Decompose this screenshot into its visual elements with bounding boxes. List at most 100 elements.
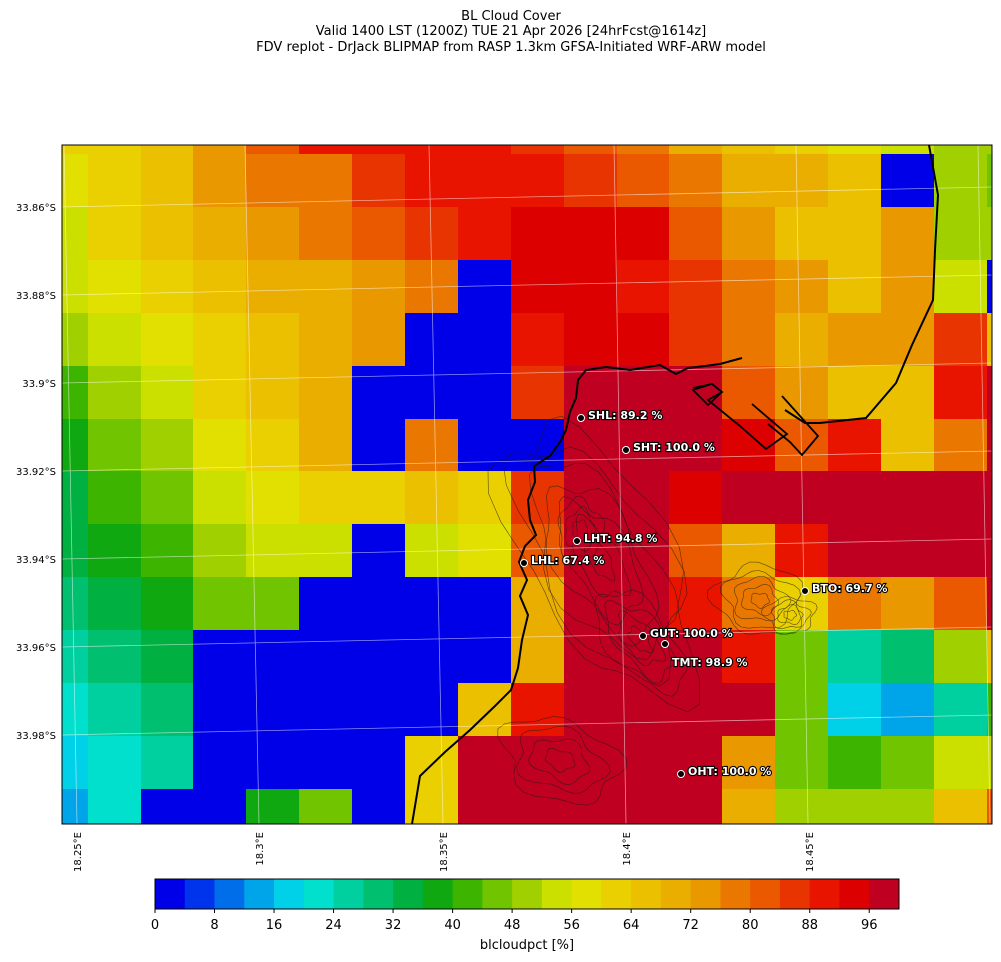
meridian-line [244, 145, 260, 824]
grid-cell [299, 577, 353, 631]
grid-cell [299, 736, 353, 790]
contour-line [750, 592, 770, 609]
grid-cell [141, 471, 194, 525]
grid-cell [934, 577, 988, 631]
grid-cell [246, 419, 300, 472]
colorbar-swatch [214, 879, 245, 909]
grid-cell [722, 471, 776, 525]
grid-cell [88, 366, 142, 420]
grid-cell [511, 207, 565, 261]
colorbar-tick-label: 56 [563, 918, 580, 933]
station-label: LHL: 67.4 % [531, 554, 604, 567]
grid-cell [564, 366, 618, 420]
grid-cell [193, 260, 247, 314]
grid-cell [987, 260, 992, 314]
grid-cell [987, 366, 992, 420]
colorbar-swatch [303, 879, 334, 909]
grid-cell [511, 471, 565, 525]
grid-cell [299, 145, 353, 155]
grid-cell [881, 736, 935, 790]
grid-cell [828, 207, 882, 261]
grid-cell [881, 260, 935, 314]
colorbar-tick-label: 40 [444, 918, 461, 933]
grid-cell [828, 260, 882, 314]
meridian-line [63, 145, 78, 824]
grid-cell [405, 736, 459, 790]
station-dot [622, 446, 630, 454]
grid-cell [352, 524, 406, 578]
grid-cell [352, 154, 406, 208]
colorbar-tick-label: 64 [623, 918, 640, 933]
coastline [411, 145, 940, 824]
grid-cell [405, 471, 459, 525]
grid-cell [352, 736, 406, 790]
grid-cell [617, 683, 670, 737]
grid-cell [88, 145, 142, 155]
grid-cell [669, 313, 723, 367]
grid-cell [511, 524, 565, 578]
grid-cell [511, 736, 565, 790]
grid-cell [564, 145, 618, 155]
grid-cell [88, 736, 142, 790]
station-dot [577, 414, 585, 422]
station-markers: SHL: 89.2 % SHT: 100.0 % LHT: 94.8 % LHL: 6… [520, 408, 889, 779]
grid-cell [881, 313, 935, 367]
y-axis: 33.86°S 33.88°S 33.9°S 33.92°S 33.94°S 33.96°… [16, 203, 56, 742]
grid-cell [564, 154, 618, 208]
grid-cell [881, 207, 935, 261]
station-label: OHT: 100.0 % [688, 765, 771, 778]
colorbar: 0 8 16 24 32 40 48 56 64 72 80 88 96 [151, 878, 900, 933]
colorbar-swatch [452, 879, 483, 909]
grid-cell [722, 683, 776, 737]
grid-cell [669, 683, 723, 737]
contour-line [565, 506, 596, 552]
grid-cell [722, 154, 776, 208]
grid-cell [141, 145, 194, 155]
grid-cell [828, 577, 882, 631]
grid-cell [511, 683, 565, 737]
grid-cell [617, 260, 670, 314]
y-tick-label: 33.94°S [16, 555, 56, 566]
grid-cell [246, 736, 300, 790]
colorbar-swatch [571, 879, 602, 909]
grid-cell [669, 260, 723, 314]
grid-cell [617, 789, 670, 824]
grid-cell [299, 154, 353, 208]
grid-cell [722, 260, 776, 314]
grid-cell [564, 789, 618, 824]
grid-cell [299, 471, 353, 525]
colorbar-swatch [184, 879, 215, 909]
meridian-line [795, 145, 809, 824]
colorbar-swatch [363, 879, 394, 909]
grid-cell [934, 145, 988, 155]
title-line-2: Valid 1400 LST (1200Z) TUE 21 Apr 2026 [… [315, 24, 707, 39]
grid-cell [987, 630, 992, 684]
grid-cell [987, 577, 992, 631]
colorbar-swatch [244, 879, 275, 909]
x-tick-label: 18.3°E [255, 832, 266, 866]
grid-cell [62, 524, 89, 578]
parallel-line [62, 450, 992, 472]
grid-cell [987, 683, 992, 737]
grid-cell [458, 577, 512, 631]
colorbar-swatch [393, 879, 424, 909]
grid-cell [828, 313, 882, 367]
grid-cell [617, 366, 670, 420]
colorbar-frame [154, 878, 900, 910]
grid-cell [246, 260, 300, 314]
grid-cell [564, 419, 618, 472]
grid-cell [458, 524, 512, 578]
colorbar-tick-label: 32 [385, 918, 402, 933]
contour-line [777, 604, 804, 625]
colorbar-swatch [601, 879, 632, 909]
colorbar-swatch [869, 879, 900, 909]
colorbar-swatch [839, 879, 870, 909]
y-tick-label: 33.92°S [16, 467, 56, 478]
colorbar-swatch [690, 879, 721, 909]
grid-cell [775, 630, 829, 684]
colorbar-swatch [660, 879, 692, 909]
grid-cell [141, 683, 194, 737]
grid-cell [62, 630, 89, 684]
grid-cell [88, 154, 142, 208]
